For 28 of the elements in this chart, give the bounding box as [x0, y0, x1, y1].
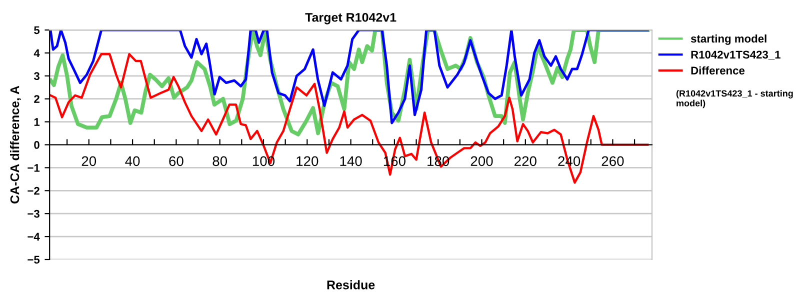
text: (R1042v1TS423_1 - starting model): [676, 90, 793, 108]
y-tick-label: 1: [34, 118, 40, 126]
y-tick-label: 3: [34, 72, 40, 80]
y-tick-label: 5: [34, 26, 40, 34]
y-tick-label: 2: [34, 95, 40, 103]
x-tick-label: 20: [82, 156, 96, 166]
legend-label: Difference: [691, 66, 745, 74]
chart-title: Target R1042v1: [305, 12, 396, 24]
y-tick-label: −5: [28, 256, 40, 264]
y-tick-label: 4: [34, 49, 40, 57]
y-axis-title: CA-CA difference, A: [10, 86, 21, 204]
x-axis-title: Residue: [327, 280, 375, 290]
x-tick-label: 60: [169, 156, 184, 166]
x-tick-label: 200: [470, 156, 493, 166]
line-series: [50, 52, 649, 184]
x-tick-label: 120: [296, 156, 318, 166]
x-tick-label: 220: [514, 156, 536, 166]
legend-label: starting model: [690, 34, 766, 45]
y-tick-label: −2: [28, 186, 40, 195]
y-tick-label: −1: [28, 164, 40, 172]
y-tick-label: 0: [34, 141, 40, 149]
x-tick-label: 260: [602, 156, 624, 166]
y-tick-label: −4: [28, 232, 40, 241]
x-tick-label: 80: [212, 156, 228, 166]
x-tick-label: 140: [340, 156, 362, 166]
y-tick-label: −3: [28, 210, 40, 218]
x-tick-label: 40: [125, 156, 140, 166]
legend-label: R1042v1TS423_1: [691, 50, 780, 60]
